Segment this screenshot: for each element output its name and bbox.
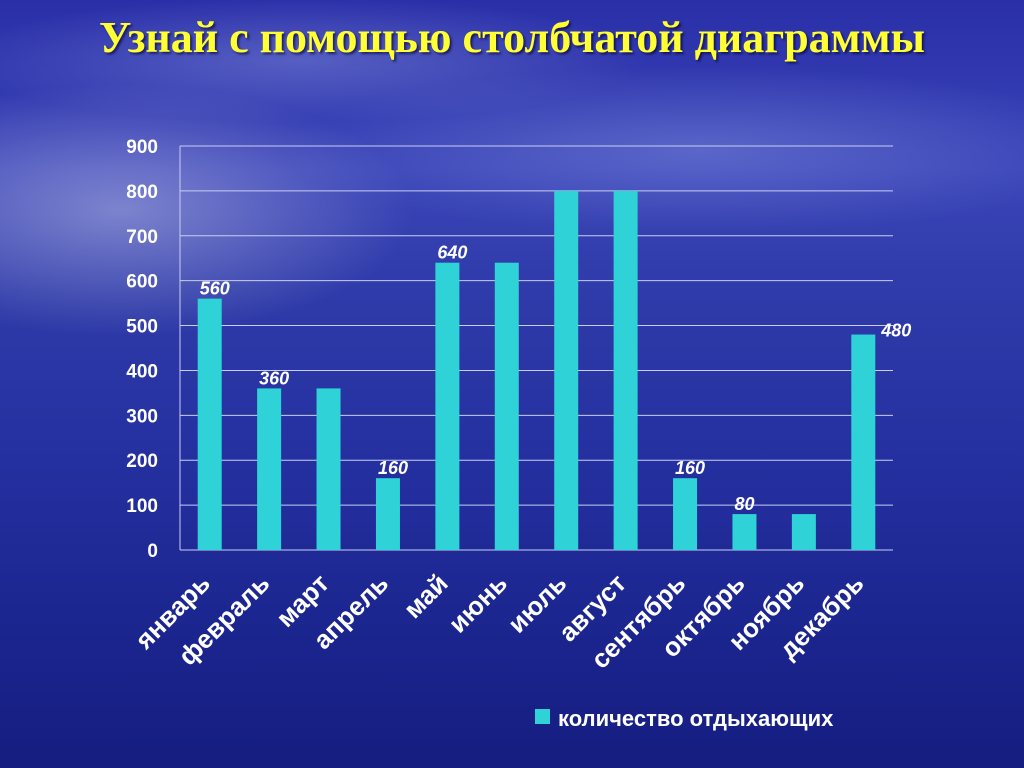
bar xyxy=(435,262,460,550)
data-labels: 560 360 160 640 160 80 480 xyxy=(200,243,912,514)
data-label: 640 xyxy=(437,243,467,263)
legend-label: количество отдыхающих xyxy=(558,706,834,731)
bar xyxy=(197,298,222,550)
data-label: 160 xyxy=(675,458,705,478)
bars xyxy=(197,190,876,550)
data-label: 480 xyxy=(880,321,911,341)
legend-swatch xyxy=(535,709,550,724)
bar xyxy=(257,388,282,550)
bar xyxy=(554,190,579,550)
legend: количество отдыхающих xyxy=(535,706,834,731)
y-tick-label: 800 xyxy=(126,182,158,203)
y-tick-label: 300 xyxy=(126,406,158,427)
bar xyxy=(851,334,876,550)
y-tick-label: 200 xyxy=(126,451,158,472)
y-tick-label: 900 xyxy=(126,137,158,158)
bar xyxy=(494,262,519,550)
bar xyxy=(673,478,698,550)
bar xyxy=(791,514,816,550)
y-tick-label: 0 xyxy=(147,541,158,562)
bar xyxy=(375,478,400,550)
y-tick-label: 500 xyxy=(126,317,158,338)
gridlines xyxy=(180,145,893,551)
data-label: 80 xyxy=(734,494,754,514)
y-tick-label: 600 xyxy=(126,272,158,293)
x-tick-label: июнь xyxy=(442,568,513,639)
bar xyxy=(316,388,341,550)
y-tick-label: 100 xyxy=(126,496,158,517)
y-tick-label: 700 xyxy=(126,227,158,248)
y-axis: 0 100 200 300 400 500 600 700 800 900 xyxy=(126,137,181,562)
bar xyxy=(613,190,638,550)
bar xyxy=(732,514,757,550)
y-tick-label: 400 xyxy=(126,361,158,382)
data-label: 560 xyxy=(200,279,230,299)
page-title: Узнай с помощью столбчатой диаграммы xyxy=(99,13,925,62)
data-label: 360 xyxy=(259,368,289,388)
data-label: 160 xyxy=(378,458,408,478)
